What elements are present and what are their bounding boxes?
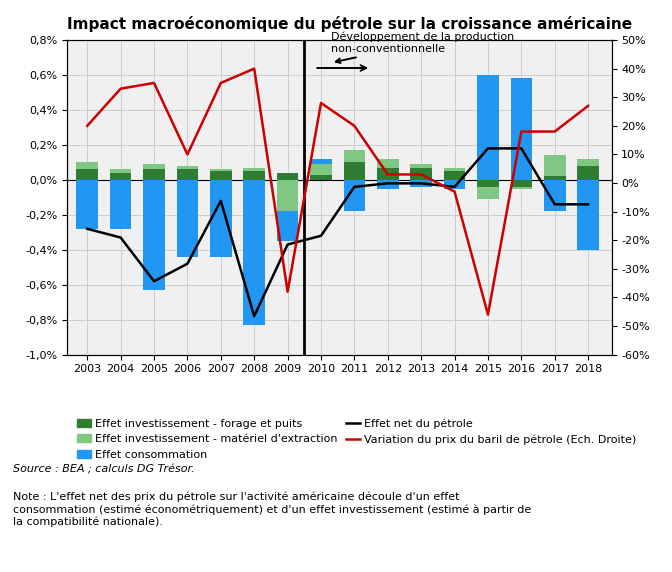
Bar: [444, 171, 466, 180]
Effet net du pétrole: [183, 260, 192, 267]
Effet net du pétrole: [551, 201, 559, 208]
Variation du prix du baril de pétrole (Ech. Droite): [417, 171, 425, 178]
Effet net du pétrole: [117, 234, 125, 241]
Bar: [143, 180, 165, 290]
Bar: [477, 75, 499, 180]
Effet net du pétrole: [350, 184, 358, 190]
Bar: [444, 168, 466, 171]
Bar: [377, 159, 398, 168]
Bar: [310, 164, 332, 174]
Bar: [110, 169, 132, 173]
Bar: [343, 162, 366, 180]
Bar: [77, 162, 98, 169]
Bar: [143, 164, 165, 169]
Bar: [110, 173, 132, 180]
Bar: [577, 159, 599, 166]
Text: Impact macroéconomique du pétrole sur la croissance américaine: Impact macroéconomique du pétrole sur la…: [67, 16, 632, 32]
Line: Variation du prix du baril de pétrole (Ech. Droite): Variation du prix du baril de pétrole (E…: [87, 69, 588, 315]
Bar: [243, 171, 265, 180]
Bar: [177, 180, 198, 257]
Bar: [544, 180, 566, 211]
Bar: [177, 169, 198, 180]
Bar: [411, 168, 432, 180]
Bar: [210, 180, 232, 257]
Bar: [577, 166, 599, 180]
Bar: [511, 187, 532, 189]
Bar: [310, 159, 332, 180]
Bar: [77, 169, 98, 180]
Bar: [377, 180, 398, 189]
Variation du prix du baril de pétrole (Ech. Droite): [117, 85, 125, 92]
Variation du prix du baril de pétrole (Ech. Droite): [83, 122, 91, 129]
Bar: [110, 180, 132, 229]
Bar: [444, 180, 466, 189]
Bar: [343, 150, 366, 162]
Variation du prix du baril de pétrole (Ech. Droite): [150, 80, 158, 86]
Effet net du pétrole: [517, 145, 526, 152]
Effet net du pétrole: [450, 184, 458, 190]
Bar: [277, 173, 298, 180]
Variation du prix du baril de pétrole (Ech. Droite): [183, 151, 192, 158]
Bar: [243, 168, 265, 171]
Bar: [511, 78, 532, 180]
Bar: [411, 164, 432, 168]
Variation du prix du baril de pétrole (Ech. Droite): [551, 128, 559, 135]
Effet net du pétrole: [417, 180, 425, 187]
Bar: [77, 180, 98, 229]
Bar: [243, 180, 265, 325]
Variation du prix du baril de pétrole (Ech. Droite): [450, 188, 458, 195]
Line: Effet net du pétrole: Effet net du pétrole: [87, 148, 588, 316]
Bar: [377, 168, 398, 180]
Bar: [411, 180, 432, 187]
Bar: [511, 180, 532, 187]
Text: Source : BEA ; calculs DG Trésor.: Source : BEA ; calculs DG Trésor.: [13, 463, 195, 473]
Effet net du pétrole: [284, 241, 292, 248]
Variation du prix du baril de pétrole (Ech. Droite): [484, 311, 492, 318]
Effet net du pétrole: [150, 278, 158, 285]
Text: Développement de la production
non-conventionnelle: Développement de la production non-conve…: [331, 32, 514, 63]
Bar: [477, 187, 499, 199]
Text: Note : L'effet net des prix du pétrole sur l'activité américaine découle d'un ef: Note : L'effet net des prix du pétrole s…: [13, 492, 532, 527]
Effet net du pétrole: [83, 225, 91, 232]
Effet net du pétrole: [217, 197, 225, 204]
Effet net du pétrole: [317, 232, 325, 239]
Effet net du pétrole: [250, 313, 258, 320]
Effet net du pétrole: [384, 180, 392, 187]
Variation du prix du baril de pétrole (Ech. Droite): [350, 122, 358, 129]
Bar: [310, 174, 332, 180]
Variation du prix du baril de pétrole (Ech. Droite): [317, 100, 325, 106]
Bar: [343, 180, 366, 211]
Variation du prix du baril de pétrole (Ech. Droite): [384, 171, 392, 178]
Bar: [143, 169, 165, 180]
Legend: Effet investissement - forage et puits, Effet investissement - matériel d'extrac: Effet investissement - forage et puits, …: [73, 414, 641, 464]
Effet net du pétrole: [484, 145, 492, 152]
Effet net du pétrole: [584, 201, 592, 208]
Bar: [210, 169, 232, 171]
Bar: [277, 180, 298, 211]
Variation du prix du baril de pétrole (Ech. Droite): [584, 102, 592, 109]
Variation du prix du baril de pétrole (Ech. Droite): [284, 288, 292, 295]
Bar: [477, 180, 499, 187]
Variation du prix du baril de pétrole (Ech. Droite): [250, 65, 258, 72]
Bar: [277, 180, 298, 241]
Bar: [544, 176, 566, 180]
Bar: [577, 180, 599, 250]
Variation du prix du baril de pétrole (Ech. Droite): [217, 80, 225, 86]
Bar: [210, 171, 232, 180]
Bar: [177, 166, 198, 169]
Variation du prix du baril de pétrole (Ech. Droite): [517, 128, 526, 135]
Bar: [544, 156, 566, 176]
